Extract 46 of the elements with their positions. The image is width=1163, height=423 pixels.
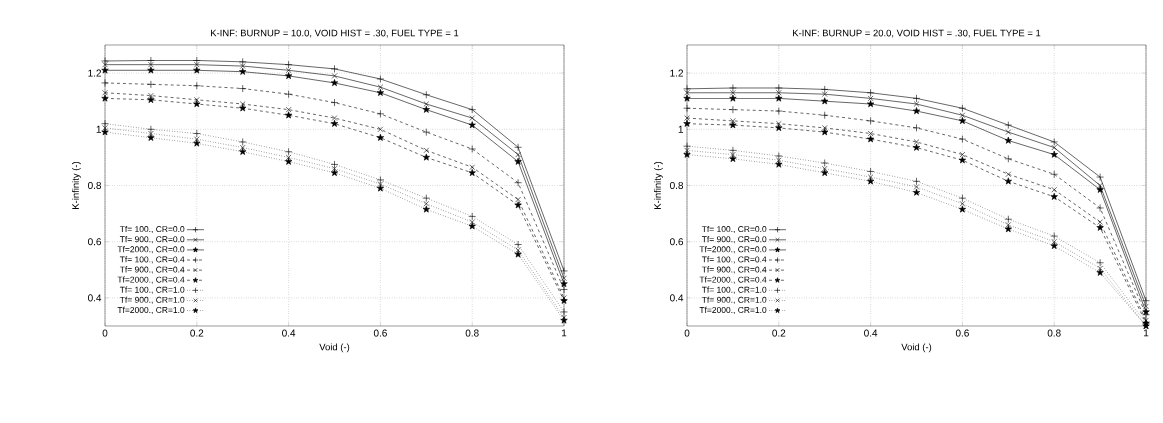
y-tick-label: 1: [678, 125, 684, 133]
legend-label: Tf=2000., CR=0.4: [117, 276, 185, 284]
legend-label: Tf= 900., CR=0.0: [119, 236, 185, 244]
chart-title: K-INF: BURNUP = 20.0, VOID HIST = .30, FUEL TYPE = 1: [793, 29, 1041, 38]
y-tick-label: 1.2: [88, 69, 101, 77]
legend-label: Tf=2000., CR=0.0: [117, 246, 185, 254]
legend-label: Tf=2000., CR=0.4: [699, 276, 767, 284]
x-tick-label: 0.6: [955, 329, 969, 337]
x-tick-label: 1: [562, 329, 567, 337]
x-tick-label: 0: [684, 329, 690, 337]
legend-label: Tf= 100., CR=0.4: [119, 256, 185, 264]
y-tick-label: 1.2: [670, 69, 683, 77]
legend-label: Tf=2000., CR=1.0: [117, 306, 185, 314]
x-axis-title: Void (-): [901, 343, 932, 353]
y-tick-label: 0.8: [670, 181, 684, 190]
legend-label: Tf= 900., CR=0.4: [119, 266, 185, 274]
x-axis-title: Void (-): [319, 343, 350, 353]
y-tick-label: 0.6: [88, 238, 102, 246]
legend-label: Tf= 900., CR=1.0: [701, 296, 767, 304]
x-tick-label: 0.4: [282, 329, 296, 337]
legend-label: Tf= 100., CR=0.0: [701, 225, 767, 234]
x-tick-label: 0.2: [190, 329, 204, 337]
y-tick-label: 0.4: [670, 294, 684, 302]
x-tick-label: 1: [1144, 329, 1149, 337]
legend-label: Tf=2000., CR=1.0: [699, 306, 767, 314]
x-tick-label: 0.8: [465, 329, 479, 337]
y-tick-label: 0.6: [670, 238, 684, 246]
y-axis-title: K-infinity (-): [653, 161, 663, 209]
legend-label: Tf= 100., CR=0.4: [701, 256, 767, 264]
x-tick-label: 0.4: [864, 329, 878, 337]
legend-label: Tf= 100., CR=1.0: [701, 286, 767, 294]
legend-label: Tf= 900., CR=1.0: [119, 296, 185, 304]
legend-label: Tf= 900., CR=0.0: [701, 236, 767, 244]
x-tick-label: 0.8: [1047, 329, 1061, 337]
legend-label: Tf= 100., CR=1.0: [119, 286, 185, 294]
chart-title: K-INF: BURNUP = 10.0, VOID HIST = .30, FUEL TYPE = 1: [211, 29, 459, 38]
legend-label: Tf= 900., CR=0.4: [701, 266, 767, 274]
x-tick-label: 0.2: [772, 329, 786, 337]
y-axis-title: K-infinity (-): [71, 161, 81, 209]
legend-label: Tf= 100., CR=0.0: [119, 225, 185, 234]
y-tick-label: 0.8: [88, 181, 102, 190]
y-tick-label: 0.4: [88, 294, 102, 302]
x-tick-label: 0.6: [373, 329, 387, 337]
x-tick-label: 0: [102, 329, 108, 337]
legend-label: Tf=2000., CR=0.0: [699, 246, 767, 254]
y-tick-label: 1: [96, 125, 101, 133]
